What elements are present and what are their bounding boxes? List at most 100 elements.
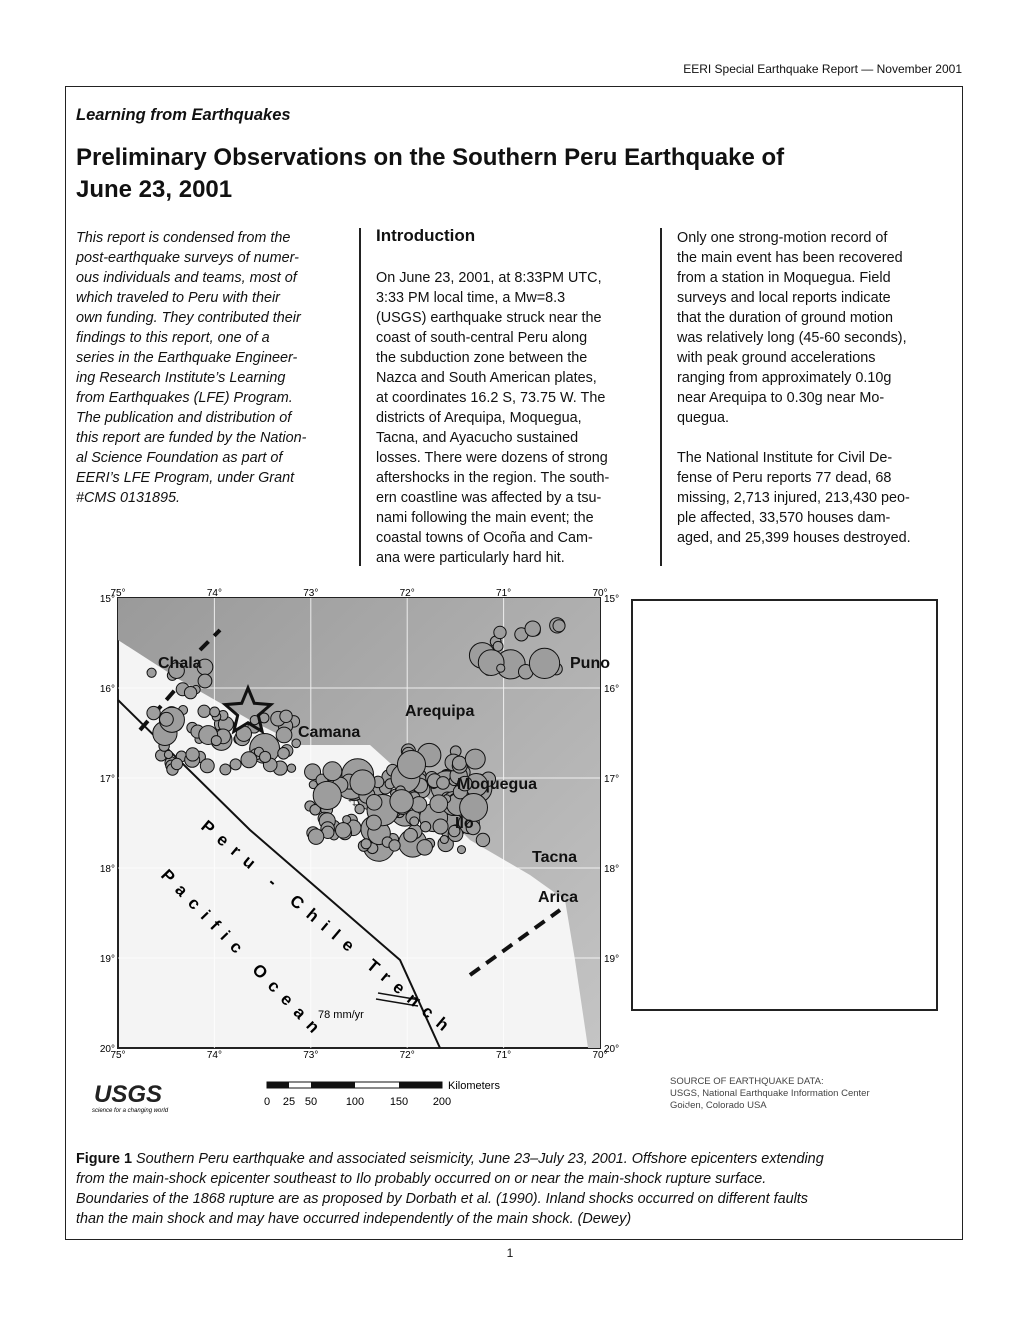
aftershock xyxy=(168,662,185,679)
figure-caption: Figure 1 Southern Peru earthquake and as… xyxy=(76,1149,824,1229)
text-line: ana were particularly hard hit. xyxy=(376,550,565,566)
scale-bar xyxy=(267,1082,289,1088)
lon-label: 72° xyxy=(400,1050,415,1061)
legend-box xyxy=(631,599,938,1011)
aftershock xyxy=(197,704,211,718)
aftershock xyxy=(524,620,541,637)
caption-text: Southern Peru earthquake and associated … xyxy=(135,1151,824,1167)
text-line: from Earthquakes (LFE) Program. xyxy=(76,390,293,406)
text-line: This report is condensed from the xyxy=(76,230,291,246)
lon-label: 75° xyxy=(110,588,125,599)
text-line: Preliminary Observations on the Southern… xyxy=(76,144,785,171)
aftershock xyxy=(307,828,325,845)
aftershock xyxy=(170,757,184,771)
aftershock xyxy=(365,794,383,811)
aftershock xyxy=(304,763,322,781)
place-label: Ilo xyxy=(455,815,474,832)
aftershock xyxy=(552,619,566,633)
aftershocks xyxy=(146,617,566,862)
caption-line: than the main shock and may have occurre… xyxy=(76,1209,824,1229)
aftershock xyxy=(322,761,343,782)
text-line: fense of Peru reports 77 dead, 68 xyxy=(677,470,892,486)
aftershock xyxy=(210,735,222,747)
place-label: Moquegua xyxy=(457,776,537,793)
lat-label: 17° xyxy=(604,774,619,785)
aftershock xyxy=(436,776,450,790)
logo-tagline: science for a changing world xyxy=(92,1108,169,1114)
text-line: post-earthquake surveys of numer- xyxy=(76,250,299,266)
aftershock xyxy=(456,845,467,855)
aftershock xyxy=(146,705,161,721)
lon-label: 73° xyxy=(303,588,318,599)
frame xyxy=(65,86,963,1240)
aftershock xyxy=(439,834,449,845)
aftershock xyxy=(365,814,382,831)
aftershock xyxy=(185,747,200,762)
aftershock xyxy=(159,711,174,727)
lat-label: 15° xyxy=(100,594,115,605)
lat-label: 18° xyxy=(604,864,619,875)
text-line: findings to this report, one of a xyxy=(76,330,270,346)
aftershock xyxy=(475,832,491,848)
text-line: EERI’s LFE Program, under Grant xyxy=(76,470,295,486)
scale-bar xyxy=(311,1082,355,1088)
scale-tick: 150 xyxy=(390,1096,408,1108)
text-line: ranging from approximately 0.10g xyxy=(677,370,892,386)
caption-text: from the main-shock epicenter southeast … xyxy=(76,1171,767,1187)
scale-unit: Kilometers xyxy=(448,1080,500,1092)
aftershock xyxy=(312,780,342,810)
column-rule xyxy=(359,228,361,566)
scale-bar xyxy=(399,1082,442,1088)
lon-label: 70° xyxy=(592,1050,607,1061)
land xyxy=(118,598,600,1048)
lon-label: 71° xyxy=(496,1050,511,1061)
text-line: from a station in Moquegua. Field xyxy=(677,270,891,286)
aftershock xyxy=(457,775,473,792)
text-line: was relatively long (45-60 seconds), xyxy=(677,330,907,346)
text-line: coastal towns of Ocoña and Cam- xyxy=(376,530,593,546)
aftershock xyxy=(279,709,293,724)
aftershock xyxy=(389,789,414,814)
aftershock xyxy=(240,751,258,769)
text-line: aftershocks in the region. The south- xyxy=(376,470,610,486)
aftershock xyxy=(360,838,372,850)
aftershock xyxy=(291,738,301,749)
scale-tick: 25 xyxy=(283,1096,295,1108)
lon-label: 75° xyxy=(110,1050,125,1061)
text-line: aged, and 25,399 houses destroyed. xyxy=(677,530,911,546)
aftershock xyxy=(528,647,561,679)
place-label: Puno xyxy=(570,655,610,672)
text-line: ern coastline was affected by a tsu- xyxy=(376,490,602,506)
logo: USGS xyxy=(94,1081,162,1108)
aftershock xyxy=(396,750,426,780)
trench-line xyxy=(117,699,441,1049)
text-line: On June 23, 2001, at 8:33PM UTC, xyxy=(376,270,602,286)
text-line: quegua. xyxy=(677,410,730,426)
place-label: Arica xyxy=(538,889,578,906)
text-line: al Science Foundation as part of xyxy=(76,450,283,466)
text-line: 3:33 PM local time, a Mw=8.3 xyxy=(376,290,566,306)
lat-label: 19° xyxy=(100,954,115,965)
text-line: Only one strong-motion record of xyxy=(677,230,888,246)
text-line: own funding. They contributed their xyxy=(76,310,301,326)
caption-text: Boundaries of the 1868 rupture are as pr… xyxy=(76,1191,808,1207)
aftershock xyxy=(275,726,293,744)
place-label: Tacna xyxy=(532,849,577,866)
lon-label: 72° xyxy=(400,588,415,599)
text-line: Tacna, and Ayacucho sustained xyxy=(376,430,579,446)
caption-line: Boundaries of the 1868 rupture are as pr… xyxy=(76,1189,824,1209)
source-line: Golden, Colorado USA xyxy=(670,1100,767,1111)
aftershock xyxy=(163,749,174,760)
aftershock xyxy=(229,758,242,771)
aftershock xyxy=(335,822,352,839)
lat-label: 16° xyxy=(100,684,115,695)
lat-label: 20° xyxy=(100,1044,115,1055)
place-label: Arequipa xyxy=(405,703,474,720)
text-line: the main event has been recovered xyxy=(677,250,903,266)
aftershock xyxy=(349,769,376,796)
figure-label: Figure 1 xyxy=(76,1151,132,1167)
lon-label: 70° xyxy=(592,588,607,599)
sidebar: This report is condensed from the post-ea… xyxy=(76,228,306,508)
